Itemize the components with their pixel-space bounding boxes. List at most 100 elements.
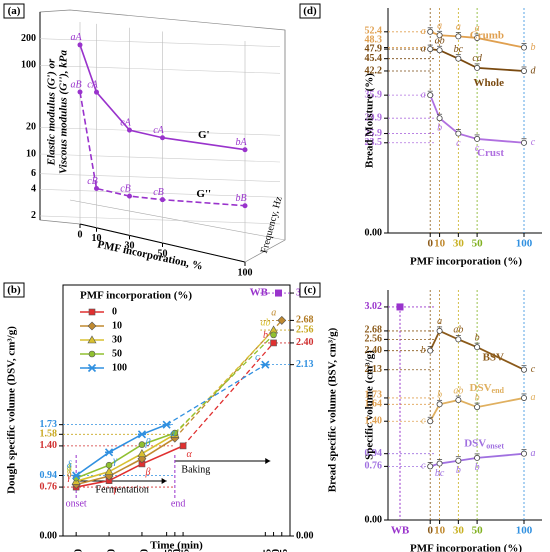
x-tick-label: 0 xyxy=(427,525,433,537)
significance-label: a xyxy=(170,428,175,439)
y-tick-label: 2.13 xyxy=(365,364,383,375)
significance-label: c xyxy=(531,137,536,148)
y-axis-title: Bread Moisture (%) xyxy=(364,73,376,168)
significance-label: δ xyxy=(67,460,72,471)
x-tick-label: 0 xyxy=(73,549,84,552)
y-tick-label: 3.02 xyxy=(365,301,383,312)
significance-label: γ xyxy=(113,484,118,495)
x-tick-label: 120 xyxy=(271,549,282,552)
significance-label: cB xyxy=(153,187,164,198)
marker xyxy=(87,363,97,373)
marker xyxy=(179,442,187,450)
y-tick-label: 2.68 xyxy=(296,315,314,326)
x-tick-label: 20 xyxy=(106,549,117,552)
marker xyxy=(261,360,270,369)
back-wall xyxy=(39,9,286,263)
significance-label: c xyxy=(421,416,426,427)
series-line xyxy=(75,423,167,477)
y-tick-label: 48.3 xyxy=(365,34,383,45)
y-axis-title: Dough specific volume (DSV, cm³/g) xyxy=(6,326,18,494)
marker xyxy=(104,467,114,475)
point xyxy=(242,203,248,209)
y-tick-label: 0.00 xyxy=(365,227,383,238)
significance-label: b xyxy=(437,122,442,133)
point xyxy=(160,135,165,141)
y-tick-label: 47.9 xyxy=(365,43,383,54)
floor-edge xyxy=(69,199,286,241)
annotation: onset xyxy=(66,498,87,509)
marker xyxy=(88,350,96,358)
point xyxy=(455,336,462,343)
point xyxy=(521,139,528,146)
significance-label: ab xyxy=(261,317,271,328)
legend-title: PMF incorporation (%) xyxy=(80,290,192,302)
x-axis-title: PMF incorporation, % xyxy=(96,239,204,273)
y-tick-label: 23.5 xyxy=(365,137,383,148)
significance-label: c xyxy=(456,138,461,149)
wb-label: WB xyxy=(250,287,269,299)
grid-line xyxy=(39,215,281,225)
x-axis-title: PMF incorporation (%) xyxy=(410,256,522,268)
y-axis-title: Elastic modulus (G') or xyxy=(46,58,58,166)
series-name: DSVonset xyxy=(464,437,504,450)
point xyxy=(427,92,434,99)
significance-label: c xyxy=(531,364,536,375)
point xyxy=(427,46,434,53)
x-tick-label: 100 xyxy=(238,267,253,278)
point xyxy=(436,460,443,467)
point xyxy=(521,67,528,74)
y-tick-label: 2.56 xyxy=(296,324,314,335)
panel-label: (a) xyxy=(8,5,21,17)
bake-line xyxy=(174,334,275,434)
x-tick-label: 40 xyxy=(139,549,150,552)
point xyxy=(436,401,443,408)
y-tick-label: 1.40 xyxy=(40,440,58,451)
wb-label: WB xyxy=(391,525,410,537)
y-tick-label: 29.9 xyxy=(365,112,383,123)
significance-label: c xyxy=(475,143,480,154)
significance-label: a xyxy=(421,43,426,54)
point xyxy=(427,463,434,470)
point xyxy=(474,344,481,351)
significance-label: bB xyxy=(235,193,246,204)
point xyxy=(436,47,443,54)
series-name-main: Crumb xyxy=(470,29,504,41)
marker xyxy=(87,335,97,344)
significance-label: aB xyxy=(70,79,81,90)
series-line xyxy=(429,94,525,144)
significance-label: b xyxy=(421,345,426,356)
y-tick-label: 2.13 xyxy=(296,359,314,370)
point xyxy=(77,42,83,48)
y-tick-label: 52.4 xyxy=(365,25,383,36)
significance-label: a xyxy=(531,448,536,459)
marker xyxy=(137,449,147,457)
y-tick-label: 4 xyxy=(31,184,36,195)
significance-label: d xyxy=(531,65,537,76)
panel-label: (c) xyxy=(304,284,317,296)
y-axis-title: Specific volume (cm³/g) xyxy=(364,350,376,460)
point xyxy=(474,454,481,461)
y-tick-label: 0.94 xyxy=(40,470,58,481)
point xyxy=(521,450,528,457)
significance-label: aA xyxy=(70,32,82,43)
series-name: DSVend xyxy=(470,381,505,394)
series-line xyxy=(75,437,176,486)
point xyxy=(94,186,99,192)
point xyxy=(242,147,248,153)
x-tick-label: 50 xyxy=(158,248,168,259)
x-axis-title: Time (min) xyxy=(150,540,203,552)
series-name-main: BSV xyxy=(483,351,504,363)
significance-label: cA xyxy=(87,79,98,90)
y-tick-label: 35.9 xyxy=(365,89,383,100)
y-axis-title: Viscous modulus (G''), kPa xyxy=(58,49,70,174)
legend-label: 50 xyxy=(112,348,122,359)
legend-label: 10 xyxy=(112,320,122,331)
panel-label: (d) xyxy=(303,5,317,17)
series-name: BSV xyxy=(483,351,504,363)
significance-label: α xyxy=(186,449,192,460)
series-line xyxy=(76,445,184,488)
point xyxy=(427,28,434,35)
arrow-head xyxy=(161,478,167,484)
x-tick-label: 50 xyxy=(472,525,484,537)
series-line xyxy=(75,433,176,483)
